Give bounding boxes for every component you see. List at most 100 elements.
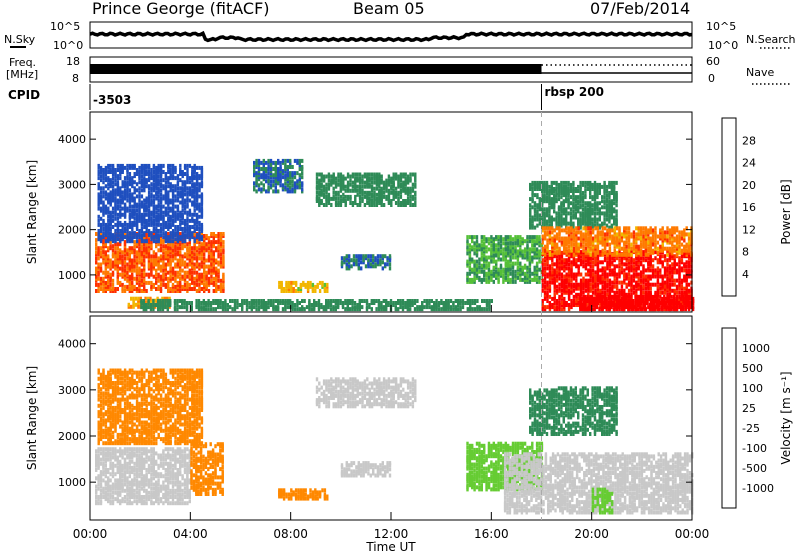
- heatmap-cell: [554, 293, 556, 297]
- heatmap-cell: [567, 211, 569, 215]
- heatmap-cell: [529, 251, 531, 255]
- heatmap-cell: [466, 260, 468, 264]
- heatmap-cell: [177, 180, 179, 184]
- heatmap-cell: [555, 220, 557, 224]
- heatmap-cell: [558, 197, 560, 201]
- heatmap-cell: [203, 252, 205, 256]
- heatmap-cell: [505, 251, 507, 255]
- heatmap-cell: [614, 258, 616, 262]
- heatmap-cell: [337, 179, 339, 183]
- heatmap-cell: [174, 271, 176, 275]
- heatmap-cell: [153, 219, 155, 223]
- heatmap-cell: [97, 271, 99, 275]
- heatmap-cell: [534, 266, 536, 270]
- heatmap-cell: [531, 205, 533, 209]
- heatmap-cell: [563, 279, 565, 283]
- heatmap-cell: [153, 170, 155, 174]
- heatmap-cell: [598, 295, 600, 299]
- heatmap-cell: [608, 199, 610, 203]
- heatmap-cell: [143, 225, 145, 229]
- heatmap-cell: [615, 209, 617, 213]
- heatmap-cell: [272, 161, 274, 165]
- heatmap-cell: [287, 165, 289, 169]
- heatmap-cell: [270, 179, 272, 183]
- heatmap-cell: [512, 280, 514, 284]
- heatmap-cell: [481, 256, 483, 260]
- heatmap-cell: [601, 185, 603, 189]
- heatmap-cell: [98, 192, 100, 196]
- heatmap-cell: [551, 266, 553, 270]
- heatmap-cell: [469, 243, 471, 247]
- heatmap-cell: [409, 177, 411, 181]
- heatmap-cell: [626, 273, 628, 277]
- heatmap-cell: [628, 277, 630, 281]
- heatmap-cell: [471, 278, 473, 282]
- heatmap-cell: [500, 249, 502, 253]
- heatmap-cell: [657, 258, 659, 262]
- heatmap-cell: [623, 273, 625, 277]
- heatmap-cell: [174, 231, 176, 235]
- heatmap-cell: [614, 291, 616, 295]
- heatmap-cell: [133, 269, 135, 273]
- heatmap-cell: [538, 235, 540, 239]
- heatmap-cell: [122, 213, 124, 217]
- heatmap-cell: [367, 258, 369, 262]
- heatmap-cell: [587, 181, 589, 185]
- heatmap-cell: [337, 191, 339, 195]
- heatmap-cell: [177, 275, 179, 279]
- heatmap-cell: [182, 227, 184, 231]
- heatmap-cell: [517, 276, 519, 280]
- heatmap-cell: [347, 181, 349, 185]
- heatmap-cell: [179, 242, 181, 246]
- heatmap-cell: [100, 223, 102, 227]
- heatmap-cell: [606, 189, 608, 193]
- heatmap-cell: [534, 239, 536, 243]
- heatmap-cell: [582, 297, 584, 301]
- heatmap-cell: [135, 303, 137, 307]
- heatmap-cell: [502, 251, 504, 255]
- heatmap-cell: [683, 291, 685, 295]
- heatmap-cell: [184, 180, 186, 184]
- heatmap-cell: [376, 193, 378, 197]
- heatmap-cell: [121, 267, 123, 271]
- heatmap-cell: [172, 188, 174, 192]
- heatmap-cell: [514, 274, 516, 278]
- heatmap-cell: [382, 266, 384, 270]
- heatmap-cell: [531, 197, 533, 201]
- heatmap-cell: [189, 287, 191, 291]
- heatmap-cell: [623, 279, 625, 283]
- heatmap-cell: [124, 188, 126, 192]
- heatmap-cell: [97, 263, 99, 267]
- heatmap-cell: [203, 275, 205, 279]
- heatmap-cell: [114, 246, 116, 250]
- heatmap-cell: [119, 281, 121, 285]
- heatmap-cell: [335, 177, 337, 181]
- heatmap-cell: [109, 273, 111, 277]
- heatmap-cell: [683, 262, 685, 266]
- heatmap-cell: [613, 207, 615, 211]
- heatmap-cell: [385, 179, 387, 183]
- heatmap-cell: [189, 164, 191, 168]
- heatmap-cell: [507, 235, 509, 239]
- heatmap-cell: [119, 273, 121, 277]
- heatmap-cell: [146, 239, 148, 243]
- heatmap-cell: [524, 247, 526, 251]
- heatmap-cell: [341, 256, 343, 260]
- heatmap-cell: [283, 287, 285, 291]
- heatmap-cell: [561, 279, 563, 283]
- heatmap-cell: [414, 183, 416, 187]
- heatmap-cell: [383, 203, 385, 207]
- heatmap-cell: [148, 209, 150, 213]
- heatmap-cell: [170, 164, 172, 168]
- heatmap-cell: [201, 207, 203, 211]
- heatmap-cell: [589, 181, 591, 185]
- heatmap-cell: [512, 256, 514, 260]
- heatmap-cell: [623, 262, 625, 266]
- heatmap-cell: [650, 287, 652, 291]
- station-title: Prince George (fitACF): [92, 0, 270, 18]
- heatmap-cell: [578, 264, 580, 268]
- heatmap-cell: [129, 209, 131, 213]
- heatmap-cell: [193, 256, 195, 260]
- heatmap-cell: [126, 263, 128, 267]
- heatmap-cell: [124, 240, 126, 244]
